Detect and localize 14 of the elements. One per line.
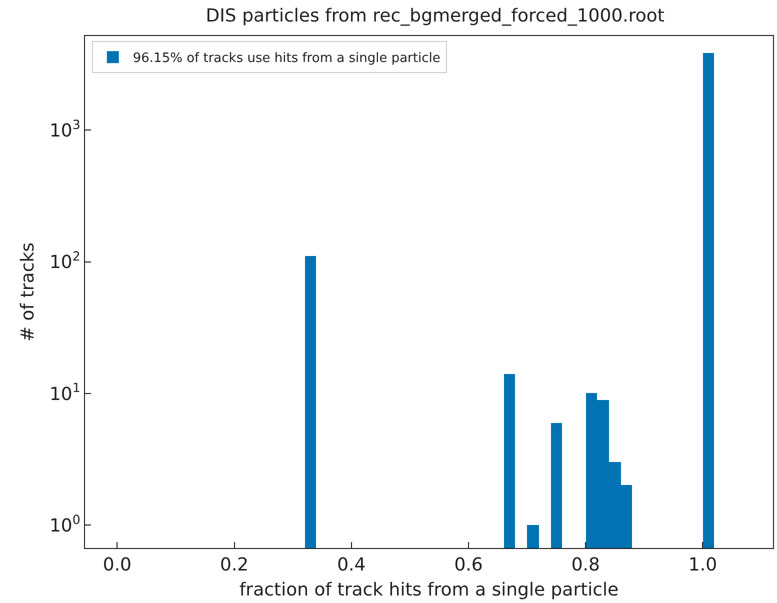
y-axis-title: # of tracks <box>18 242 39 342</box>
chart-title: DIS particles from rec_bgmerged_forced_1000.root <box>206 6 664 27</box>
x-tick-label: 0.6 <box>454 554 483 576</box>
x-tick-label: 0.2 <box>220 554 249 576</box>
x-tick-label: 0.8 <box>571 554 600 576</box>
x-tick-label: 0.4 <box>337 554 366 576</box>
y-tick-label: 10$^{1}$ <box>49 380 80 405</box>
x-tick-label: 1.0 <box>688 554 718 576</box>
y-tick-label: 10$^{2}$ <box>49 248 80 274</box>
y-tick-label: 10$^{3}$ <box>49 116 80 142</box>
x-tick-label: 0.0 <box>102 554 132 576</box>
y-tick-label: 10$^{0}$ <box>49 512 80 536</box>
x-axis-title: fraction of track hits from a single particle <box>239 580 619 601</box>
legend-label: 96.15% of tracks use hits from a single particle <box>132 51 440 66</box>
